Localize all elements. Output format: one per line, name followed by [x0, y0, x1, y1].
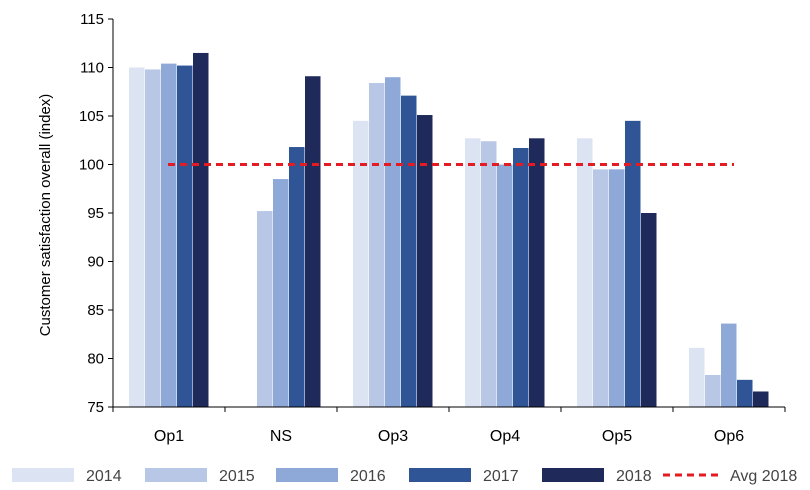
legend-label-2018: 2018 [616, 468, 652, 485]
y-tick-label: 90 [87, 254, 104, 271]
y-axis: 75 80 85 90 95 100 105 110 115 [79, 11, 114, 416]
x-tick-label: Op5 [602, 428, 632, 445]
bar-op3-2016 [385, 77, 401, 407]
y-tick-label: 80 [87, 351, 104, 368]
legend-label-avg-2018: Avg 2018 [730, 468, 797, 485]
legend-label-2017: 2017 [483, 468, 519, 485]
y-tick-label: 110 [80, 60, 104, 77]
bar-op5-2017 [625, 120, 641, 407]
bar-ns-2016 [273, 179, 289, 407]
x-tick-label: NS [270, 428, 292, 445]
bar-op6-2014 [689, 347, 705, 407]
legend-swatch-2016 [276, 468, 338, 482]
bar-op4-2016 [497, 164, 513, 407]
legend-swatch-2018 [542, 468, 604, 482]
y-tick-label: 95 [87, 205, 104, 222]
bar-op3-2015 [369, 83, 385, 408]
bar-op4-2014 [465, 138, 481, 407]
x-tick-label: Op4 [490, 428, 520, 445]
bar-ns-2018 [305, 76, 321, 407]
legend-swatch-2014 [12, 468, 74, 482]
bar-op5-2015 [593, 169, 609, 407]
bar-op4-2017 [513, 148, 529, 407]
bar-op6-2016 [721, 323, 737, 407]
x-tick-label: Op1 [154, 428, 184, 445]
bar-op3-2018 [417, 115, 433, 407]
legend-label-2016: 2016 [350, 468, 386, 485]
x-tick-label: Op3 [378, 428, 408, 445]
bar-op1-2014 [129, 67, 145, 407]
bar-op5-2018 [641, 213, 657, 407]
bar-op3-2014 [353, 120, 369, 407]
bar-op5-2014 [577, 138, 593, 407]
y-tick-label: 100 [79, 157, 104, 174]
legend-label-2014: 2014 [86, 468, 122, 485]
y-tick-label: 85 [87, 302, 104, 319]
bar-op1-2018 [193, 52, 209, 407]
y-tick-label: 115 [80, 11, 104, 28]
bar-op4-2018 [529, 138, 545, 407]
plot-area [129, 52, 769, 408]
bar-op3-2017 [401, 95, 417, 407]
legend-swatch-2017 [409, 468, 471, 482]
bar-op6-2015 [705, 374, 721, 407]
bar-op1-2015 [145, 69, 161, 407]
x-axis: Op1 NS Op3 Op4 Op5 Op6 [112, 406, 786, 445]
legend: 2014 2015 2016 2017 2018 Avg 2018 [12, 468, 797, 485]
bar-op6-2017 [737, 379, 753, 407]
bar-op1-2016 [161, 63, 177, 408]
x-tick-label: Op6 [714, 428, 744, 445]
bar-op1-2017 [177, 65, 193, 407]
bar-op5-2016 [609, 169, 625, 407]
bar-op4-2015 [481, 141, 497, 407]
legend-label-2015: 2015 [219, 468, 255, 485]
y-tick-label: 105 [79, 108, 104, 125]
bar-op6-2018 [753, 391, 769, 407]
y-axis-label: Customer satisfaction overall (index) [37, 94, 54, 337]
bar-ns-2015 [257, 211, 273, 407]
y-tick-label: 75 [87, 399, 104, 416]
legend-swatch-2015 [145, 468, 207, 482]
bar-ns-2017 [289, 147, 305, 408]
